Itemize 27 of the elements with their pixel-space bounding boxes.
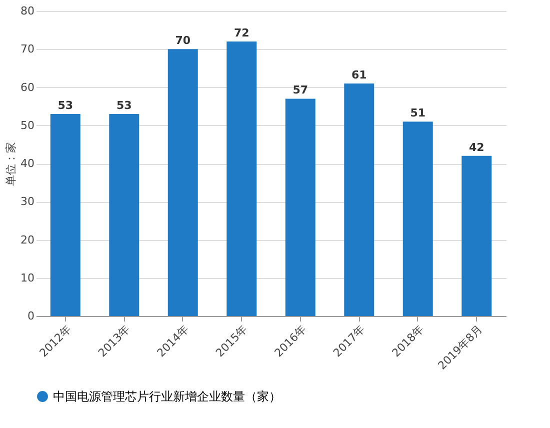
bar — [344, 83, 374, 316]
bar — [402, 122, 433, 316]
bar — [462, 156, 492, 316]
y-tick-label: 20 — [20, 233, 34, 246]
bar — [226, 42, 257, 316]
bar — [168, 49, 198, 316]
bar — [109, 114, 140, 316]
data-label: 42 — [468, 140, 484, 154]
data-label: 57 — [292, 84, 308, 97]
y-tick-label: 40 — [20, 157, 34, 170]
y-axis-title: 单位：家 — [4, 142, 18, 186]
y-tick-label: 0 — [28, 310, 34, 322]
bar — [285, 98, 316, 316]
data-label: 70 — [175, 34, 191, 48]
y-tick-label: 30 — [20, 195, 34, 208]
y-tick-label: 60 — [20, 80, 34, 94]
y-tick-label: 70 — [20, 42, 34, 56]
bar — [50, 114, 80, 316]
y-tick-label: 50 — [20, 118, 34, 132]
data-label: 53 — [116, 98, 132, 112]
y-tick-label: 80 — [20, 4, 34, 18]
data-label: 53 — [58, 98, 74, 112]
legend-label: 中国电源管理芯片行业新增企业数量（家） — [53, 390, 281, 404]
y-tick-label: 10 — [20, 271, 34, 284]
data-label: 61 — [351, 68, 367, 82]
data-label: 72 — [234, 26, 250, 40]
data-label: 51 — [410, 106, 426, 120]
